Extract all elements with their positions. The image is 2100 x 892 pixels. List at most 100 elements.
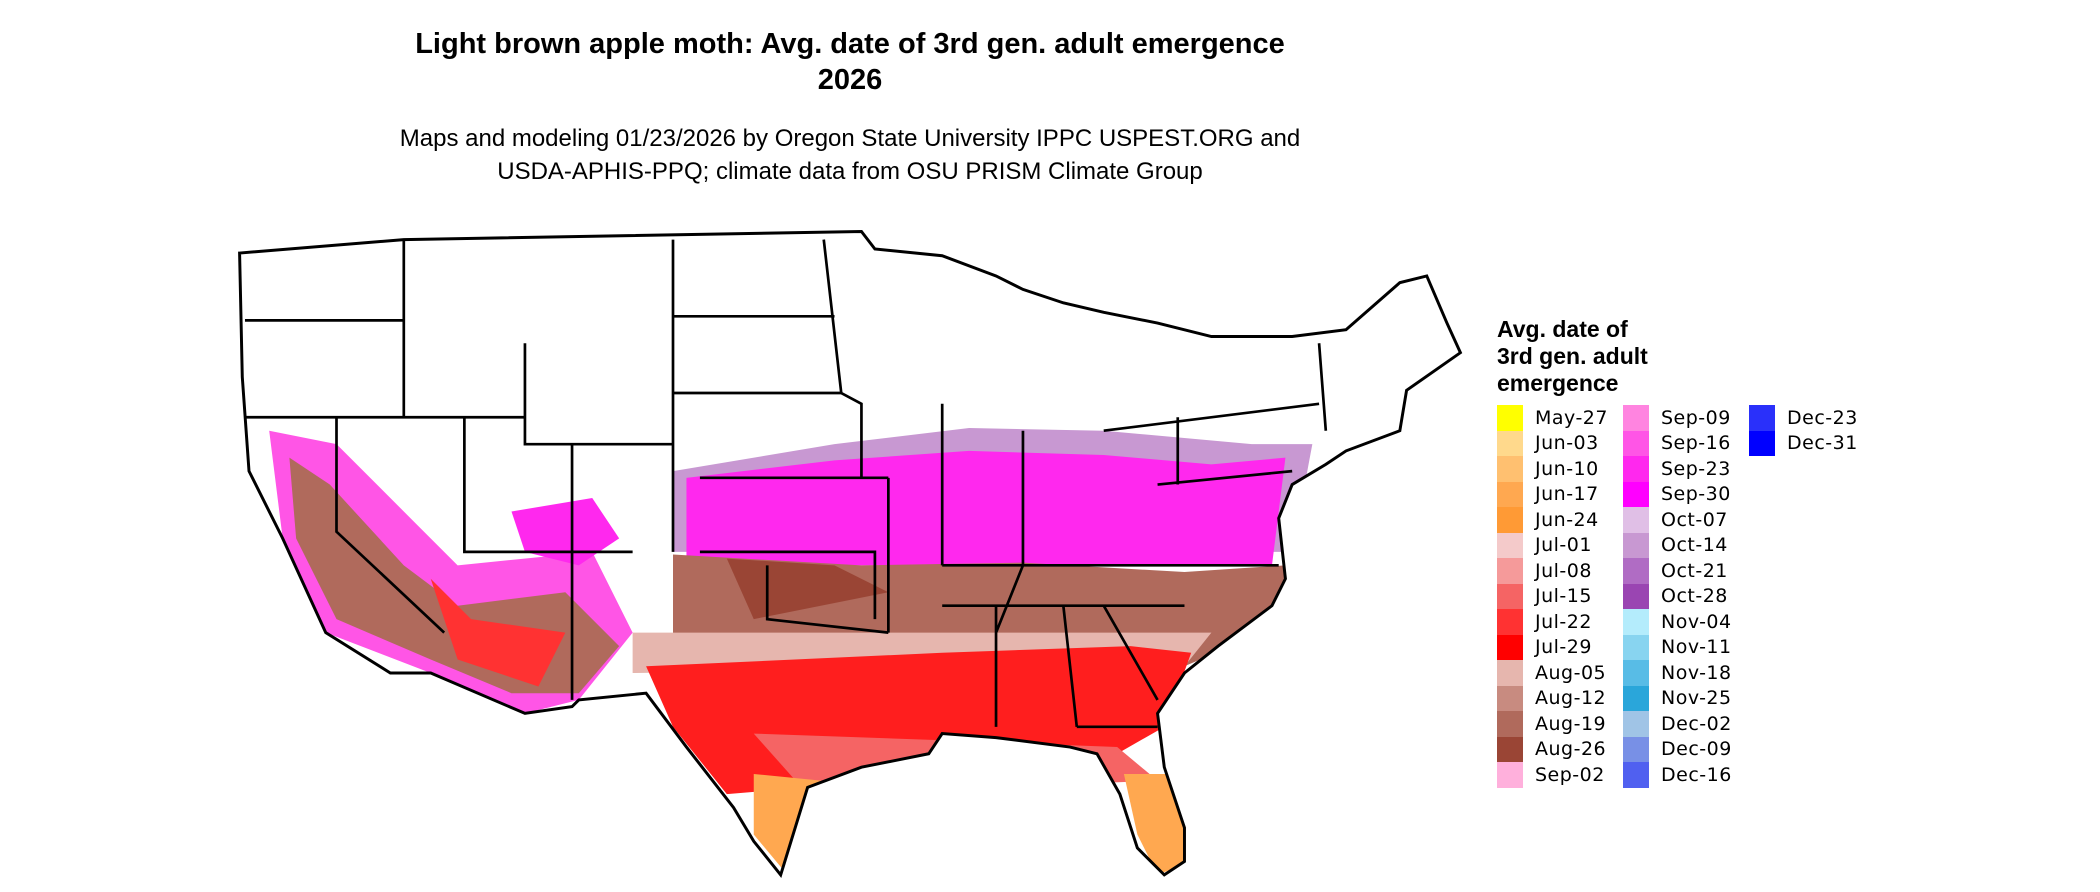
legend-label: Jun-10 xyxy=(1535,457,1599,480)
legend-title-line: emergence xyxy=(1497,370,1619,396)
legend-entry: Jun-03 xyxy=(1497,430,1623,456)
legend-swatch xyxy=(1623,634,1649,660)
legend-swatch xyxy=(1623,736,1649,762)
legend-label: Dec-09 xyxy=(1661,738,1732,761)
legend-entry: Jun-17 xyxy=(1497,481,1623,507)
legend-entry: Oct-21 xyxy=(1623,558,1749,584)
legend-entry: Dec-16 xyxy=(1623,762,1749,788)
legend-swatch xyxy=(1497,685,1523,711)
legend-swatch xyxy=(1497,532,1523,558)
subtitle-line-1: Maps and modeling 01/23/2026 by Oregon S… xyxy=(399,125,1301,152)
legend-entry: Aug-12 xyxy=(1497,685,1623,711)
legend-swatch xyxy=(1623,609,1649,635)
legend-entry: Nov-18 xyxy=(1623,660,1749,686)
legend-swatch xyxy=(1497,558,1523,584)
legend-swatch xyxy=(1623,405,1649,431)
legend-label: Jul-15 xyxy=(1535,585,1592,608)
legend-swatch xyxy=(1497,609,1523,635)
legend-label: Jun-24 xyxy=(1535,508,1599,531)
legend-label: Jun-17 xyxy=(1535,483,1599,506)
legend-swatch xyxy=(1623,660,1649,686)
legend-entry: Dec-09 xyxy=(1623,736,1749,762)
legend-entry: Sep-02 xyxy=(1497,762,1623,788)
legend-label: Dec-31 xyxy=(1787,432,1858,455)
legend-columns: May-27 Jun-03 Jun-10 Jun-17 Jun-24 Jul-01 Jul-… xyxy=(1497,405,1875,788)
legend-label: Oct-28 xyxy=(1661,585,1728,608)
legend-entry: Nov-25 xyxy=(1623,685,1749,711)
legend-swatch xyxy=(1497,736,1523,762)
legend-label: Sep-09 xyxy=(1661,406,1731,429)
legend-label: May-27 xyxy=(1535,406,1608,429)
legend-entry: Nov-04 xyxy=(1623,609,1749,635)
legend-entry: Sep-23 xyxy=(1623,456,1749,482)
legend-entry: Sep-30 xyxy=(1623,481,1749,507)
legend-label: Oct-21 xyxy=(1661,559,1728,582)
legend-swatch xyxy=(1623,685,1649,711)
legend-swatch xyxy=(1623,762,1649,788)
legend-entry: Aug-26 xyxy=(1497,736,1623,762)
legend-label: Dec-23 xyxy=(1787,406,1858,429)
legend-label: Jul-22 xyxy=(1535,610,1592,633)
legend-swatch xyxy=(1497,634,1523,660)
legend-swatch xyxy=(1497,583,1523,609)
legend-entry: Aug-05 xyxy=(1497,660,1623,686)
legend-entry: Sep-16 xyxy=(1623,430,1749,456)
legend-entry: Dec-31 xyxy=(1749,430,1875,456)
legend-swatch xyxy=(1497,711,1523,737)
legend-swatch xyxy=(1623,456,1649,482)
legend-label: Sep-02 xyxy=(1535,763,1605,786)
legend-entry: Nov-11 xyxy=(1623,634,1749,660)
state-borders xyxy=(244,239,1328,729)
legend-swatch xyxy=(1497,430,1523,456)
legend-swatch xyxy=(1497,762,1523,788)
legend: Avg. date of 3rd gen. adult emergence Ma… xyxy=(1497,316,1875,788)
legend-label: Aug-19 xyxy=(1535,712,1607,735)
legend-label: Sep-16 xyxy=(1661,432,1731,455)
legend-entry: Oct-14 xyxy=(1623,532,1749,558)
legend-swatch xyxy=(1497,481,1523,507)
legend-swatch xyxy=(1623,532,1649,558)
title-year: 2026 xyxy=(817,64,883,96)
legend-label: Aug-26 xyxy=(1535,738,1607,761)
legend-swatch xyxy=(1497,507,1523,533)
legend-label: Dec-16 xyxy=(1661,763,1732,786)
legend-swatch xyxy=(1623,507,1649,533)
legend-label: Nov-04 xyxy=(1661,610,1732,633)
legend-entry: Jul-29 xyxy=(1497,634,1623,660)
title-line-1: Light brown apple moth: Avg. date of 3rd… xyxy=(415,28,1285,60)
legend-entry: Jun-24 xyxy=(1497,507,1623,533)
legend-swatch xyxy=(1623,430,1649,456)
legend-entry: Aug-19 xyxy=(1497,711,1623,737)
legend-column: Dec-23 Dec-31 xyxy=(1749,405,1875,788)
legend-label: Dec-02 xyxy=(1661,712,1732,735)
legend-label: Nov-18 xyxy=(1661,661,1732,684)
legend-label: Oct-07 xyxy=(1661,508,1728,531)
legend-entry: Jul-15 xyxy=(1497,583,1623,609)
legend-swatch xyxy=(1623,558,1649,584)
legend-label: Oct-14 xyxy=(1661,534,1728,557)
legend-entry: Sep-09 xyxy=(1623,405,1749,431)
legend-label: Aug-05 xyxy=(1535,661,1607,684)
legend-label: Sep-30 xyxy=(1661,483,1731,506)
legend-swatch xyxy=(1623,583,1649,609)
legend-entry: Dec-23 xyxy=(1749,405,1875,431)
legend-label: Jul-29 xyxy=(1535,636,1592,659)
subtitle-line-2: USDA-APHIS-PPQ; climate data from OSU PR… xyxy=(497,158,1203,185)
legend-entry: Jul-22 xyxy=(1497,609,1623,635)
zone-sep xyxy=(686,450,1286,566)
zone-jun-tx xyxy=(753,773,822,875)
legend-label: Nov-25 xyxy=(1661,687,1732,710)
zone-nm-magenta xyxy=(511,498,620,566)
legend-swatch xyxy=(1497,405,1523,431)
legend-label: Aug-12 xyxy=(1535,687,1607,710)
legend-entry: Jun-10 xyxy=(1497,456,1623,482)
legend-swatch xyxy=(1749,405,1775,431)
legend-swatch xyxy=(1623,711,1649,737)
legend-column: Sep-09 Sep-16 Sep-23 Sep-30 Oct-07 Oct-14 Oct-… xyxy=(1623,405,1749,788)
legend-swatch xyxy=(1749,430,1775,456)
legend-entry: Dec-02 xyxy=(1623,711,1749,737)
map-title: Light brown apple moth: Avg. date of 3rd… xyxy=(300,26,1400,98)
legend-label: Jun-03 xyxy=(1535,432,1599,455)
legend-label: Jul-08 xyxy=(1535,559,1592,582)
